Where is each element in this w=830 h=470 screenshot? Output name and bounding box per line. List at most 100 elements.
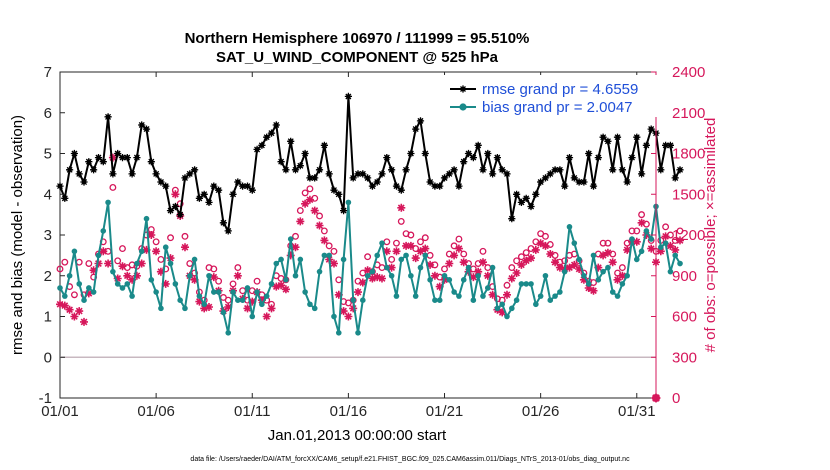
- y-tick-label: 5: [44, 146, 52, 163]
- bias-point: [658, 244, 664, 251]
- rmse-point-star: [426, 178, 434, 186]
- bias-point: [460, 277, 467, 283]
- x-axis-label: Jan.01,2013 00:00:00 start: [268, 427, 447, 444]
- obs-assimilated-point: [94, 259, 103, 268]
- obs-assimilated-point: [613, 275, 622, 284]
- obs-possible-point: [503, 281, 511, 289]
- bias-point: [129, 293, 135, 299]
- obs-assimilated-point: [156, 267, 165, 276]
- bias-series: [57, 199, 683, 336]
- obs-assimilated-point: [507, 274, 516, 283]
- bias-point: [268, 281, 275, 287]
- obs-assimilated-point: [589, 286, 598, 295]
- bias-point: [528, 281, 534, 287]
- rmse-point-star: [349, 174, 357, 182]
- rmse-point-star: [335, 190, 343, 198]
- bias-point: [292, 272, 299, 279]
- obs-possible-point: [296, 207, 304, 214]
- rmse-point-star: [647, 125, 655, 133]
- rmse-point-star: [613, 133, 622, 141]
- rmse-point-star: [301, 149, 309, 158]
- bias-point: [81, 297, 87, 304]
- y-tick-label: 0: [44, 349, 52, 366]
- bias-point: [547, 297, 554, 304]
- rmse-point-star: [253, 145, 261, 153]
- rmse-point-star: [392, 182, 401, 190]
- obs-assimilated-point: [344, 312, 353, 321]
- bias-point: [364, 272, 371, 279]
- x-tick-label: 01/06: [137, 403, 175, 420]
- obs-assimilated-point: [142, 245, 151, 254]
- rmse-point-star: [589, 182, 598, 190]
- obs-possible-point: [234, 264, 242, 272]
- rmse-point-star: [340, 207, 348, 215]
- bias-point: [307, 301, 313, 308]
- y-tick-label: 3: [44, 227, 52, 244]
- y-right-tick-label: 2400: [672, 64, 705, 81]
- obs-assimilated-point: [205, 303, 213, 311]
- obs-assimilated-point: [113, 274, 122, 283]
- obs-assimilated-point: [128, 275, 137, 284]
- obs-assimilated-point: [584, 284, 593, 292]
- bias-point: [235, 297, 241, 304]
- rmse-point-star: [580, 178, 588, 186]
- obs-possible-point: [397, 217, 405, 225]
- rmse-point-star: [464, 149, 473, 158]
- obs-assimilated-point: [402, 241, 411, 250]
- rmse-point-star: [306, 174, 314, 182]
- bias-point: [446, 277, 453, 283]
- y-tick-label: 6: [44, 105, 52, 122]
- obs-assimilated-point: [233, 271, 242, 280]
- rmse-point-star: [623, 178, 631, 186]
- bias-point: [66, 272, 73, 279]
- rmse-point-star: [224, 227, 232, 235]
- bias-point: [384, 264, 390, 271]
- obs-possible-point: [417, 238, 424, 246]
- obs-assimilated-point: [243, 304, 252, 313]
- bias-point: [518, 281, 525, 287]
- bias-point: [672, 252, 679, 259]
- obs-possible-point: [364, 253, 372, 261]
- obs-assimilated-point: [392, 247, 401, 256]
- bias-point: [499, 301, 505, 308]
- bias-point: [297, 256, 304, 263]
- obs-assimilated-point: [406, 241, 415, 250]
- obs-possible-point: [229, 280, 237, 288]
- obs-assimilated-point: [262, 312, 271, 321]
- obs-assimilated-point: [608, 258, 617, 267]
- rmse-point-star: [368, 182, 376, 190]
- bias-point: [600, 268, 606, 275]
- rmse-point-star: [354, 170, 362, 178]
- obs-assimilated-point: [195, 297, 204, 306]
- obs-assimilated-point: [378, 274, 386, 283]
- bias-point: [345, 199, 352, 206]
- y-axis-ticks-right: 0 300 600 900 1200 1500 1800 2100 2400: [651, 64, 705, 407]
- rmse-point-star: [556, 166, 564, 174]
- y-tick-label: 1: [44, 309, 52, 326]
- bias-point: [316, 268, 323, 275]
- rmse-point-star: [373, 178, 381, 186]
- rmse-point-star: [546, 170, 554, 178]
- obs-assimilated-point: [579, 275, 588, 284]
- chart-subtitle: SAT_U_WIND_COMPONENT @ 525 hPa: [216, 49, 499, 66]
- rmse-point-star: [618, 166, 626, 174]
- rmse-point-star: [527, 202, 535, 211]
- rmse-point-star: [195, 194, 203, 202]
- bias-point: [643, 228, 650, 234]
- obs-possible-point: [517, 253, 525, 261]
- y-right-tick-label: 2100: [672, 105, 705, 122]
- rmse-point-star: [128, 170, 136, 178]
- rmse-point-star: [364, 174, 372, 182]
- obs-possible-point: [320, 227, 328, 235]
- obs-assimilated-point: [257, 296, 266, 305]
- obs-assimilated-point: [382, 247, 391, 256]
- rmse-point-star: [56, 182, 64, 190]
- bias-point: [619, 281, 626, 287]
- obs-assimilated-point: [75, 307, 84, 316]
- bias-point: [432, 297, 438, 304]
- rmse-point-star: [118, 154, 127, 162]
- obs-assimilated-point: [118, 262, 127, 271]
- obs-possible-point: [224, 296, 232, 304]
- legend-rmse-label: rmse grand pr = 4.6559: [482, 81, 638, 98]
- obs-possible-point: [167, 234, 174, 242]
